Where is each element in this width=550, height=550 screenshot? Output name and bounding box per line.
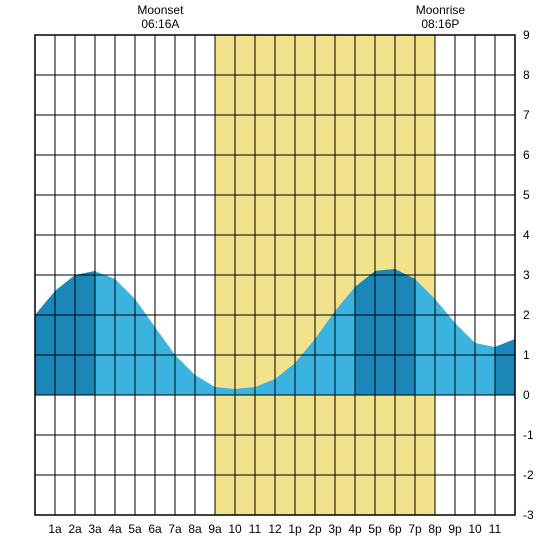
x-tick-label: 8a [188,522,202,536]
x-tick-label: 7p [408,522,422,536]
x-tick-label: 6a [148,522,162,536]
x-tick-label: 4a [108,522,122,536]
x-tick-label: 6p [388,522,402,536]
moonset-time: 06:16A [141,17,179,31]
x-tick-label: 8p [428,522,442,536]
moonrise-label: Moonrise [416,3,466,17]
x-tick-label: 10 [468,522,482,536]
x-tick-label: 1p [288,522,302,536]
x-tick-label: 11 [489,522,502,536]
moonrise-time: 08:16P [421,17,459,31]
y-tick-label: 7 [523,108,530,122]
x-tick-label: 9a [208,522,222,536]
x-tick-label: 2p [308,522,322,536]
y-tick-label: 6 [523,148,530,162]
x-tick-label: 10 [228,522,242,536]
x-tick-label: 9p [448,522,462,536]
x-tick-label: 4p [348,522,362,536]
chart-svg: -3-2-101234567891a2a3a4a5a6a7a8a9a101112… [0,0,550,550]
y-tick-label: 1 [523,348,530,362]
x-tick-label: 2a [68,522,82,536]
moonset-label: Moonset [137,3,184,17]
y-tick-label: 5 [523,188,530,202]
x-tick-label: 12 [268,522,282,536]
y-tick-label: -1 [523,428,534,442]
y-tick-label: -3 [523,508,534,522]
x-tick-label: 11 [249,522,262,536]
tide-area-dark [355,269,415,395]
y-tick-label: 3 [523,268,530,282]
y-tick-label: 9 [523,28,530,42]
y-tick-label: 4 [523,228,530,242]
tide-area-dark [495,339,515,395]
x-tick-label: 3a [88,522,102,536]
x-tick-label: 1a [48,522,62,536]
tide-chart: -3-2-101234567891a2a3a4a5a6a7a8a9a101112… [0,0,550,550]
y-tick-label: 2 [523,308,530,322]
x-tick-label: 3p [328,522,342,536]
x-tick-label: 7a [168,522,182,536]
x-tick-label: 5p [368,522,382,536]
y-tick-label: -2 [523,468,534,482]
y-tick-label: 8 [523,68,530,82]
x-tick-label: 5a [128,522,142,536]
y-tick-label: 0 [523,388,530,402]
